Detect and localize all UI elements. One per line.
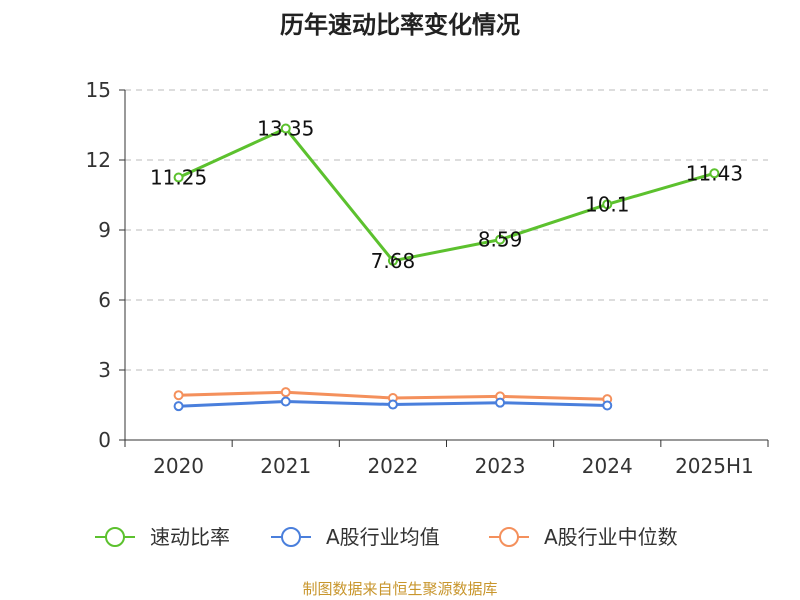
x-tick-label: 2022 <box>367 454 418 478</box>
data-point[interactable] <box>173 390 184 401</box>
data-point[interactable] <box>387 255 398 266</box>
x-tick-label: 2020 <box>153 454 204 478</box>
data-point[interactable] <box>280 123 291 134</box>
axes: 0 3 6 9 12 15 2020 2021 2022 2023 2024 2025H1 <box>86 78 769 478</box>
data-point[interactable] <box>387 399 398 410</box>
legend-label-industry-median: A股行业中位数 <box>544 525 678 549</box>
x-tick-label: 2021 <box>260 454 311 478</box>
y-tick-label: 0 <box>98 428 111 452</box>
data-point[interactable] <box>280 396 291 407</box>
data-point[interactable] <box>602 400 613 411</box>
data-point[interactable] <box>495 234 506 245</box>
legend-label-industry-mean: A股行业均值 <box>326 525 440 549</box>
data-label: 7.68 <box>371 249 416 273</box>
data-label: 13.35 <box>257 117 314 141</box>
legend-item-industry-median[interactable]: A股行业中位数 <box>489 525 678 549</box>
legend-marker-industry-median <box>499 527 519 547</box>
data-point[interactable] <box>173 172 184 183</box>
data-label: 10.1 <box>585 192 630 216</box>
data-point[interactable] <box>495 397 506 408</box>
legend: 速动比率 A股行业均值 A股行业中位数 <box>95 525 678 549</box>
data-label: 8.59 <box>478 228 523 252</box>
legend-marker-industry-mean <box>281 527 301 547</box>
data-label: 11.43 <box>686 161 743 185</box>
legend-marker-quick-ratio <box>105 527 125 547</box>
legend-item-quick-ratio[interactable]: 速动比率 <box>95 525 230 549</box>
legend-label-quick-ratio: 速动比率 <box>150 525 230 549</box>
y-tick-label: 12 <box>86 148 111 172</box>
x-tick-label: 2024 <box>582 454 633 478</box>
grid <box>125 89 768 371</box>
y-tick-label: 3 <box>98 358 111 382</box>
data-point[interactable] <box>280 387 291 398</box>
series-line-0 <box>177 127 715 263</box>
data-point[interactable] <box>602 199 613 210</box>
x-tick-label: 2025H1 <box>675 454 754 478</box>
data-label: 11.25 <box>150 166 207 190</box>
y-tick-label: 9 <box>98 218 111 242</box>
source-note: 制图数据来自恒生聚源数据库 <box>302 580 497 598</box>
x-tick-label: 2023 <box>475 454 526 478</box>
legend-item-industry-mean[interactable]: A股行业均值 <box>271 525 440 549</box>
data-point[interactable] <box>709 168 720 179</box>
data-labels: 11.25 13.35 7.68 8.59 10.1 11.43 <box>150 117 743 273</box>
series-layer <box>173 123 720 412</box>
chart-title: 历年速动比率变化情况 <box>280 11 520 39</box>
y-tick-label: 15 <box>86 78 111 102</box>
data-point[interactable] <box>173 401 184 412</box>
y-tick-label: 6 <box>98 288 111 312</box>
